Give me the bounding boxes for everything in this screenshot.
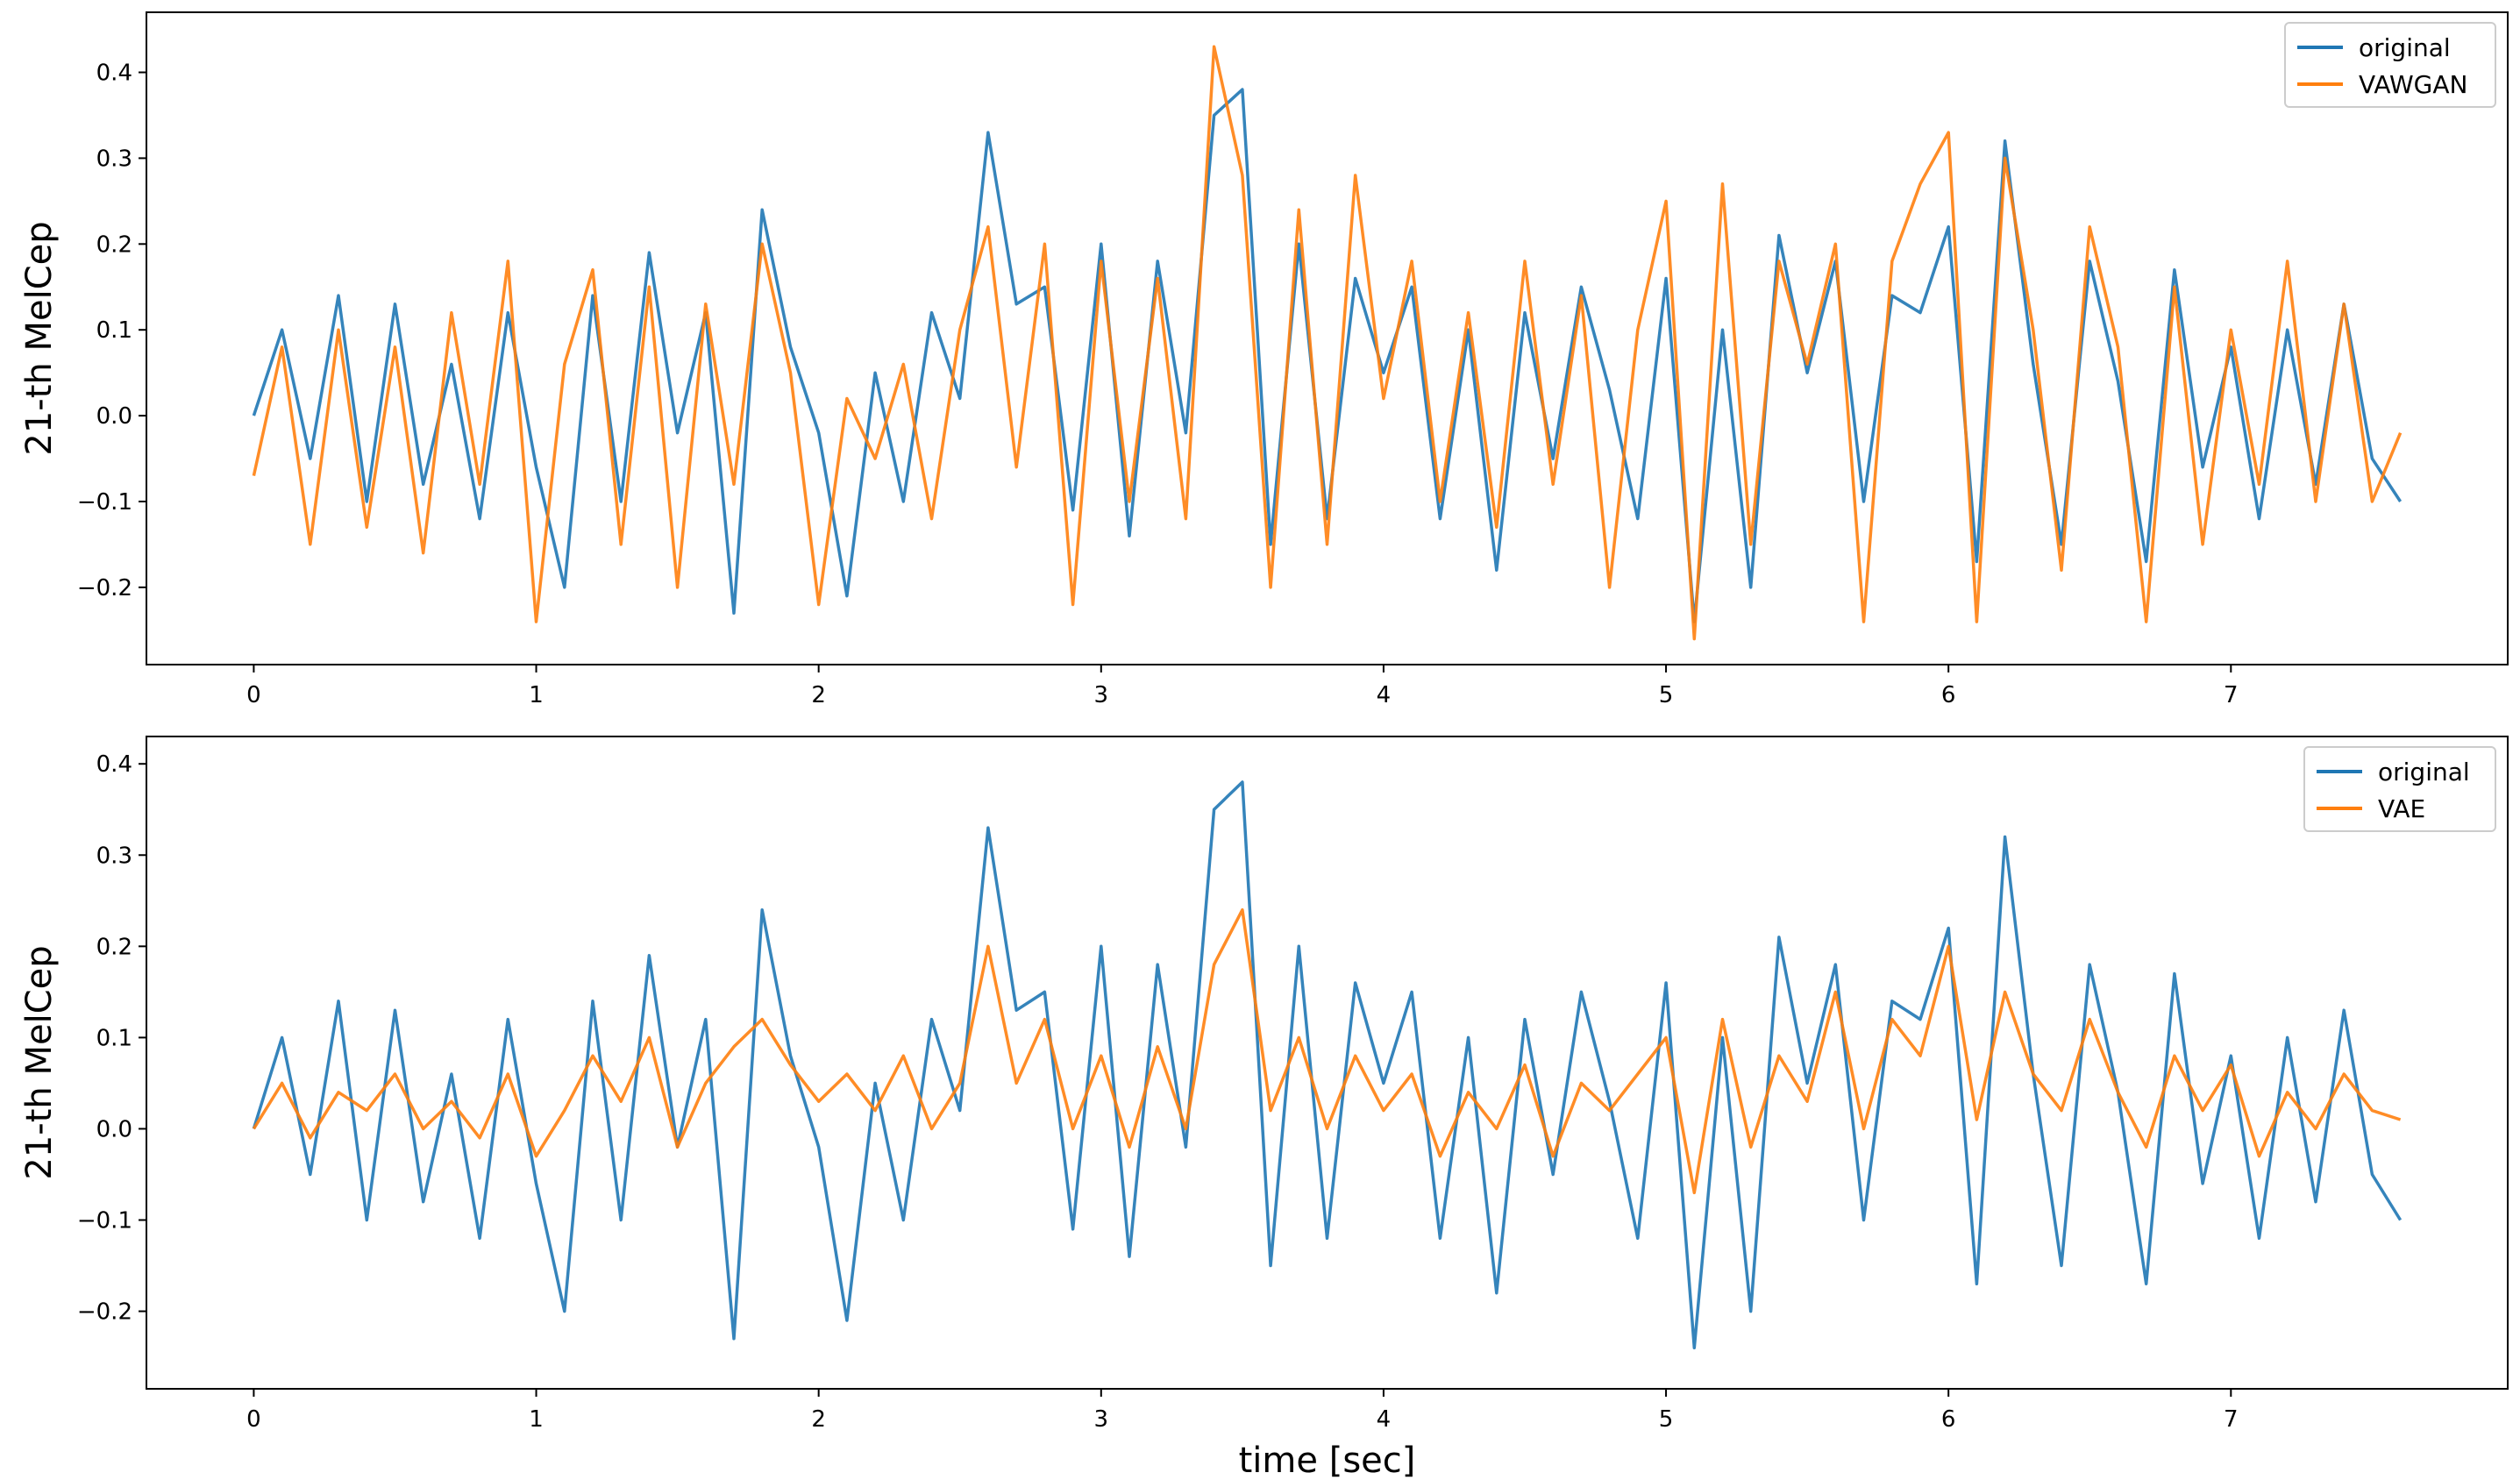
y-tick-label: 0.2 [96, 934, 132, 960]
x-tick-label: 7 [2224, 682, 2239, 708]
y-tick-label: 0.1 [96, 1025, 132, 1051]
y-tick-label: 0.3 [96, 146, 132, 172]
y-tick-label: 0.0 [96, 403, 132, 430]
y-axis-label: 21-th MelCep [19, 945, 60, 1179]
legend-label-original: original [2359, 33, 2451, 62]
x-tick-label: 1 [529, 682, 544, 708]
y-tick-label: −0.1 [77, 1207, 132, 1234]
y-tick-label: 0.2 [96, 231, 132, 258]
y-tick-label: 0.4 [96, 60, 132, 87]
bottom-panel: 0 1 2 3 4 5 6 7 −0.2 −0.1 0.0 0.1 0.2 0.3 0.4 21-th Mel… [19, 736, 2509, 1480]
axes-frame [146, 736, 2509, 1390]
x-tick-label: 2 [811, 1406, 826, 1433]
y-tick-label: 0.3 [96, 843, 132, 869]
series-line-reconstruction [252, 45, 2403, 641]
x-tick-label: 3 [1094, 682, 1109, 708]
x-tick-label: 0 [246, 682, 261, 708]
plot-area [252, 45, 2403, 641]
x-tick-label: 1 [529, 1406, 544, 1433]
legend: original VAWGAN [2284, 22, 2496, 108]
x-tick-label: 0 [246, 1406, 261, 1433]
series-line-original [252, 88, 2403, 623]
x-axis-label: time [sec] [1239, 1441, 1416, 1480]
top-panel: 0 1 2 3 4 5 6 7 −0.2 −0.1 0.0 0.1 0.2 0.3 0.4 21-th Mel… [19, 11, 2509, 708]
x-tick-label: 7 [2224, 1406, 2239, 1433]
x-tick-label: 6 [1941, 1406, 1956, 1433]
y-tick-label: −0.2 [77, 575, 132, 601]
x-tick-label: 4 [1377, 1406, 1392, 1433]
y-tick-label: 0.0 [96, 1116, 132, 1142]
y-tick-label: −0.2 [77, 1299, 132, 1326]
series-line-reconstruction [252, 907, 2402, 1195]
y-tick-label: −0.1 [77, 489, 132, 516]
legend-label-original: original [2378, 758, 2470, 786]
y-tick-label: 0.1 [96, 317, 132, 344]
axes-frame [146, 11, 2509, 665]
x-tick-label: 6 [1941, 682, 1956, 708]
plot-area [252, 780, 2403, 1349]
legend: original VAE [2303, 746, 2496, 832]
x-tick-label: 2 [811, 682, 826, 708]
y-axis-label: 21-th MelCep [19, 221, 60, 455]
legend-label-reconstruction: VAE [2378, 794, 2425, 823]
x-tick-label: 5 [1659, 682, 1674, 708]
x-tick-label: 5 [1659, 1406, 1674, 1433]
series-line-original [252, 780, 2403, 1349]
x-tick-label: 4 [1377, 682, 1392, 708]
legend-label-reconstruction: VAWGAN [2359, 70, 2467, 99]
y-tick-label: 0.4 [96, 751, 132, 778]
x-tick-label: 3 [1094, 1406, 1109, 1433]
